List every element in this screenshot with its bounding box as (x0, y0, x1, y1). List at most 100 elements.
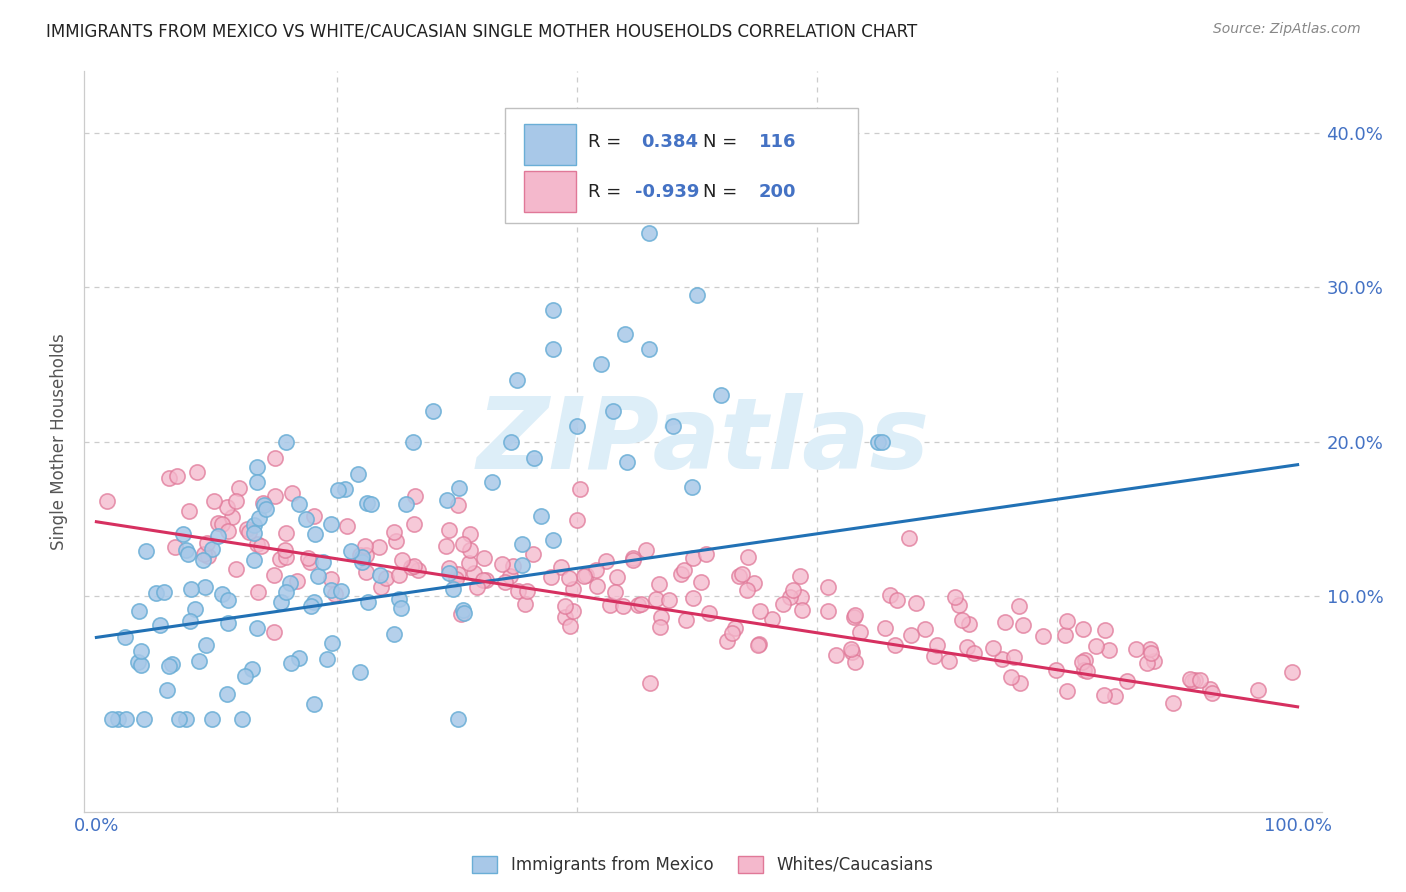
Point (727, 569, 749, 583)
Point (568, 482, 591, 496)
Point (404, 517, 426, 532)
Point (491, 557, 513, 571)
Point (176, 712, 198, 726)
Point (1070, 655, 1092, 669)
Point (502, 559, 524, 574)
Point (221, 509, 243, 524)
Point (370, 581, 392, 595)
Point (1045, 664, 1067, 678)
Point (463, 566, 485, 581)
Point (883, 638, 905, 652)
Point (697, 607, 720, 621)
Point (950, 613, 973, 627)
Point (163, 540, 186, 554)
Point (388, 568, 411, 582)
Point (352, 555, 374, 569)
Point (1098, 643, 1121, 657)
Point (1161, 696, 1184, 710)
Point (280, 656, 302, 670)
Point (623, 553, 645, 567)
Point (353, 539, 375, 553)
Point (280, 485, 302, 500)
Point (790, 591, 813, 605)
Point (541, 303, 564, 318)
Point (250, 539, 273, 553)
Point (671, 567, 693, 582)
Point (253, 498, 276, 512)
Point (406, 563, 429, 577)
Point (107, 712, 129, 726)
Point (207, 516, 229, 530)
Point (157, 659, 180, 673)
Point (530, 508, 553, 523)
Point (841, 645, 863, 659)
Point (357, 595, 380, 609)
Legend: Immigrants from Mexico, Whites/Caucasians: Immigrants from Mexico, Whites/Caucasian… (472, 855, 934, 874)
Point (404, 489, 426, 503)
Point (179, 614, 201, 628)
Text: -0.939: -0.939 (636, 183, 699, 201)
Point (873, 621, 896, 635)
Point (115, 712, 138, 726)
Point (866, 434, 889, 449)
Point (1012, 618, 1035, 632)
Point (1104, 689, 1126, 703)
Point (434, 539, 457, 553)
Point (558, 618, 581, 632)
Point (1000, 669, 1022, 683)
Point (586, 578, 609, 592)
Point (367, 541, 389, 555)
Point (128, 603, 150, 617)
Point (288, 650, 311, 665)
Point (439, 560, 461, 574)
Point (922, 649, 945, 664)
Point (231, 712, 253, 726)
Point (246, 585, 269, 599)
Point (510, 558, 533, 573)
Point (638, 342, 661, 356)
Point (494, 574, 516, 589)
Point (648, 620, 671, 634)
Point (957, 617, 980, 632)
Point (304, 526, 326, 541)
Point (129, 644, 152, 658)
Point (948, 598, 970, 612)
Point (243, 525, 266, 540)
Point (1056, 614, 1078, 628)
Point (242, 517, 264, 532)
Point (1181, 673, 1204, 688)
Point (446, 712, 468, 726)
Point (513, 597, 536, 611)
FancyBboxPatch shape (505, 108, 858, 223)
Point (886, 593, 908, 607)
Point (1189, 673, 1212, 687)
Y-axis label: Single Mother Households: Single Mother Households (51, 334, 69, 549)
Point (437, 523, 460, 537)
Point (817, 604, 839, 618)
Point (288, 497, 311, 511)
Point (630, 597, 652, 611)
Point (621, 551, 644, 566)
Point (347, 467, 370, 482)
Point (217, 524, 239, 538)
Point (350, 550, 373, 565)
Point (1136, 656, 1159, 670)
Point (650, 610, 672, 624)
Point (356, 548, 378, 562)
Point (246, 459, 269, 474)
Point (839, 641, 862, 656)
Point (737, 549, 759, 564)
Point (686, 288, 709, 302)
Point (1053, 627, 1076, 641)
Point (925, 639, 948, 653)
Point (176, 547, 198, 561)
Point (817, 580, 839, 594)
Point (1094, 623, 1116, 637)
Point (169, 712, 191, 726)
Point (340, 544, 363, 558)
Point (302, 698, 325, 712)
Point (319, 582, 342, 597)
Point (879, 588, 901, 602)
Text: IMMIGRANTS FROM MEXICO VS WHITE/CAUCASIAN SINGLE MOTHER HOUSEHOLDS CORRELATION C: IMMIGRANTS FROM MEXICO VS WHITE/CAUCASIA… (46, 22, 918, 40)
Point (215, 500, 238, 514)
